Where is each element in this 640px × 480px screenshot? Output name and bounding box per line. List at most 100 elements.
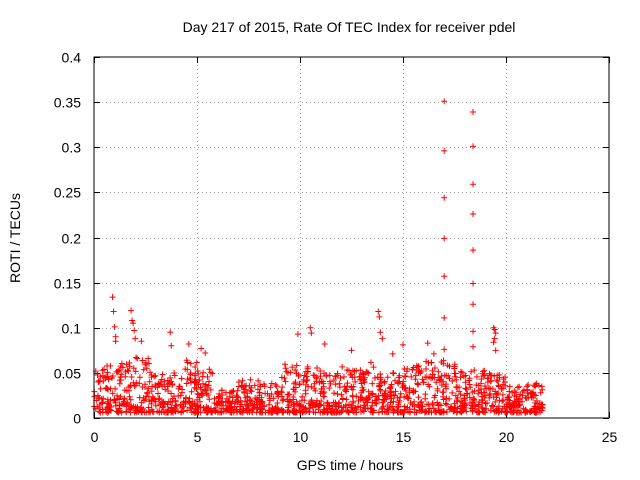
data-point (189, 398, 196, 405)
data-point (262, 390, 269, 397)
data-point (300, 378, 307, 385)
data-point (109, 294, 116, 301)
data-point (195, 391, 202, 398)
data-point (96, 378, 103, 385)
data-point (405, 395, 412, 402)
data-point (246, 409, 253, 416)
data-point (123, 408, 130, 415)
data-point (187, 376, 194, 383)
data-point (209, 370, 216, 377)
data-point (409, 366, 416, 373)
data-point (192, 364, 199, 371)
data-point (482, 400, 489, 407)
data-point (202, 387, 209, 394)
data-point (97, 409, 104, 416)
data-point (125, 368, 132, 375)
data-point (440, 396, 447, 403)
data-point (462, 385, 469, 392)
data-point (101, 366, 108, 373)
data-point (178, 409, 185, 416)
data-point (283, 368, 290, 375)
data-point (143, 409, 150, 416)
data-point (195, 370, 202, 377)
data-point (116, 402, 123, 409)
data-point (438, 382, 445, 389)
data-point (370, 364, 377, 371)
data-point (474, 373, 481, 380)
data-point (439, 393, 446, 400)
data-point (454, 398, 461, 405)
data-point (388, 395, 395, 402)
data-point (438, 358, 445, 365)
data-point (462, 379, 469, 386)
data-point (470, 211, 477, 218)
data-point (223, 389, 230, 396)
data-point (425, 401, 432, 408)
data-point (128, 373, 135, 380)
data-point (477, 385, 484, 392)
data-point (457, 391, 464, 398)
data-point (498, 408, 505, 415)
data-point (395, 374, 402, 381)
data-point (375, 308, 382, 315)
data-point (414, 381, 421, 388)
data-point (481, 383, 488, 390)
data-point (410, 388, 417, 395)
data-point (390, 398, 397, 405)
data-point (464, 390, 471, 397)
data-point (173, 403, 180, 410)
data-point (285, 407, 292, 414)
data-point (355, 397, 362, 404)
data-point (284, 370, 291, 377)
data-point (218, 405, 225, 412)
data-point (492, 347, 499, 354)
data-point (96, 394, 103, 401)
data-point (229, 398, 236, 405)
data-point (229, 388, 236, 395)
data-point (251, 403, 258, 410)
data-point (130, 320, 137, 327)
data-point (244, 393, 251, 400)
data-point (430, 350, 437, 357)
data-point (195, 402, 202, 409)
data-point (126, 363, 133, 370)
data-point (435, 368, 442, 375)
data-point (424, 340, 431, 347)
data-point (495, 383, 502, 390)
data-point (360, 371, 367, 378)
data-point (195, 381, 202, 388)
data-point (495, 390, 502, 397)
data-point (532, 403, 539, 410)
data-point (171, 370, 178, 377)
data-point (494, 378, 501, 385)
data-point (351, 374, 358, 381)
data-point (183, 380, 190, 387)
data-point (157, 379, 164, 386)
data-point (389, 403, 396, 410)
data-point (124, 367, 131, 374)
data-point (128, 307, 135, 314)
data-point (193, 359, 200, 366)
data-point (524, 386, 531, 393)
data-point (131, 327, 138, 334)
data-point (436, 377, 443, 384)
data-point (408, 373, 415, 380)
x-tick-label: 15 (396, 429, 412, 445)
data-point (136, 380, 143, 387)
data-point (495, 409, 502, 416)
data-point (255, 377, 262, 384)
data-point (317, 368, 324, 375)
data-point (414, 380, 421, 387)
data-point (423, 366, 430, 373)
data-point (457, 368, 464, 375)
data-point (519, 388, 526, 395)
data-point (231, 403, 238, 410)
data-point (394, 379, 401, 386)
data-point (380, 403, 387, 410)
data-point (416, 368, 423, 375)
data-point (185, 340, 192, 347)
data-point (332, 381, 339, 388)
data-point (134, 355, 141, 362)
data-point (327, 380, 334, 387)
data-point (154, 390, 161, 397)
